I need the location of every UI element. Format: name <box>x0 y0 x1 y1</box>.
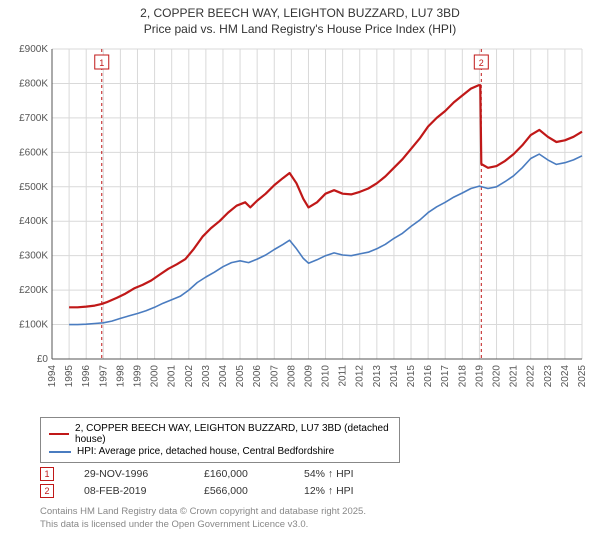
svg-text:2002: 2002 <box>184 365 195 388</box>
legend-item-hpi: HPI: Average price, detached house, Cent… <box>49 446 391 457</box>
table-row: 1 29-NOV-1996 £160,000 54% ↑ HPI <box>40 467 590 481</box>
marker-badge-1: 1 <box>40 467 54 481</box>
svg-text:2011: 2011 <box>338 365 349 387</box>
legend-label-property: 2, COPPER BEECH WAY, LEIGHTON BUZZARD, L… <box>75 423 391 445</box>
svg-text:£200K: £200K <box>19 285 48 296</box>
svg-text:1998: 1998 <box>115 365 126 388</box>
transaction-date: 08-FEB-2019 <box>84 485 174 497</box>
marker-badge-2: 2 <box>40 484 54 498</box>
svg-text:£900K: £900K <box>19 44 48 55</box>
svg-text:£600K: £600K <box>19 148 48 159</box>
svg-text:2007: 2007 <box>269 365 280 388</box>
svg-text:2016: 2016 <box>423 365 434 388</box>
legend-item-property: 2, COPPER BEECH WAY, LEIGHTON BUZZARD, L… <box>49 423 391 445</box>
svg-text:1: 1 <box>99 58 104 68</box>
svg-text:1997: 1997 <box>98 365 109 388</box>
svg-text:£500K: £500K <box>19 182 48 193</box>
table-row: 2 08-FEB-2019 £566,000 12% ↑ HPI <box>40 484 590 498</box>
svg-text:2020: 2020 <box>492 365 503 388</box>
svg-text:2021: 2021 <box>509 365 520 388</box>
chart-titles: 2, COPPER BEECH WAY, LEIGHTON BUZZARD, L… <box>10 6 590 37</box>
svg-text:2018: 2018 <box>457 365 468 388</box>
svg-text:2004: 2004 <box>218 365 229 388</box>
transaction-price: £160,000 <box>204 468 274 480</box>
svg-text:2006: 2006 <box>252 365 263 388</box>
svg-text:£700K: £700K <box>19 113 48 124</box>
chart-plot-area: £0 £100K £200K £300K £400K £500K £600K £700K £80… <box>10 41 590 411</box>
svg-text:£100K: £100K <box>19 320 48 331</box>
transaction-date: 29-NOV-1996 <box>84 468 174 480</box>
svg-text:£300K: £300K <box>19 251 48 262</box>
svg-text:2012: 2012 <box>355 365 366 388</box>
attribution-line2: This data is licensed under the Open Gov… <box>40 519 590 531</box>
transaction-price: £566,000 <box>204 485 274 497</box>
transactions-table: 1 29-NOV-1996 £160,000 54% ↑ HPI 2 08-FE… <box>40 467 590 498</box>
svg-text:2017: 2017 <box>440 365 451 388</box>
svg-text:2013: 2013 <box>372 365 383 388</box>
svg-text:2014: 2014 <box>389 365 400 388</box>
svg-text:2009: 2009 <box>303 365 314 388</box>
svg-text:2024: 2024 <box>560 365 571 388</box>
svg-text:2001: 2001 <box>167 365 178 388</box>
svg-text:1995: 1995 <box>64 365 75 388</box>
title-subtitle: Price paid vs. HM Land Registry's House … <box>10 22 590 38</box>
attribution-line1: Contains HM Land Registry data © Crown c… <box>40 506 590 518</box>
svg-text:£400K: £400K <box>19 216 48 227</box>
svg-text:2008: 2008 <box>286 365 297 388</box>
svg-text:2: 2 <box>479 58 484 68</box>
svg-text:2005: 2005 <box>235 365 246 388</box>
svg-text:1999: 1999 <box>132 365 143 388</box>
svg-text:2000: 2000 <box>150 365 161 388</box>
legend-swatch-hpi <box>49 451 71 453</box>
svg-text:1996: 1996 <box>81 365 92 388</box>
svg-text:2023: 2023 <box>543 365 554 388</box>
transaction-hpi: 12% ↑ HPI <box>304 485 384 497</box>
title-address: 2, COPPER BEECH WAY, LEIGHTON BUZZARD, L… <box>10 6 590 22</box>
transaction-hpi: 54% ↑ HPI <box>304 468 384 480</box>
svg-text:1994: 1994 <box>47 365 58 388</box>
attribution: Contains HM Land Registry data © Crown c… <box>40 506 590 531</box>
legend-swatch-property <box>49 433 69 435</box>
svg-text:£0: £0 <box>37 354 49 365</box>
legend: 2, COPPER BEECH WAY, LEIGHTON BUZZARD, L… <box>40 417 400 463</box>
line-chart-svg: £0 £100K £200K £300K £400K £500K £600K £700K £80… <box>10 41 590 411</box>
svg-text:£800K: £800K <box>19 79 48 90</box>
svg-text:2010: 2010 <box>321 365 332 388</box>
svg-text:2022: 2022 <box>526 365 537 388</box>
svg-text:2019: 2019 <box>474 365 485 388</box>
legend-label-hpi: HPI: Average price, detached house, Cent… <box>77 446 334 457</box>
svg-text:2003: 2003 <box>201 365 212 388</box>
svg-text:2025: 2025 <box>577 365 588 388</box>
svg-text:2015: 2015 <box>406 365 417 388</box>
chart-container: 2, COPPER BEECH WAY, LEIGHTON BUZZARD, L… <box>0 0 600 560</box>
